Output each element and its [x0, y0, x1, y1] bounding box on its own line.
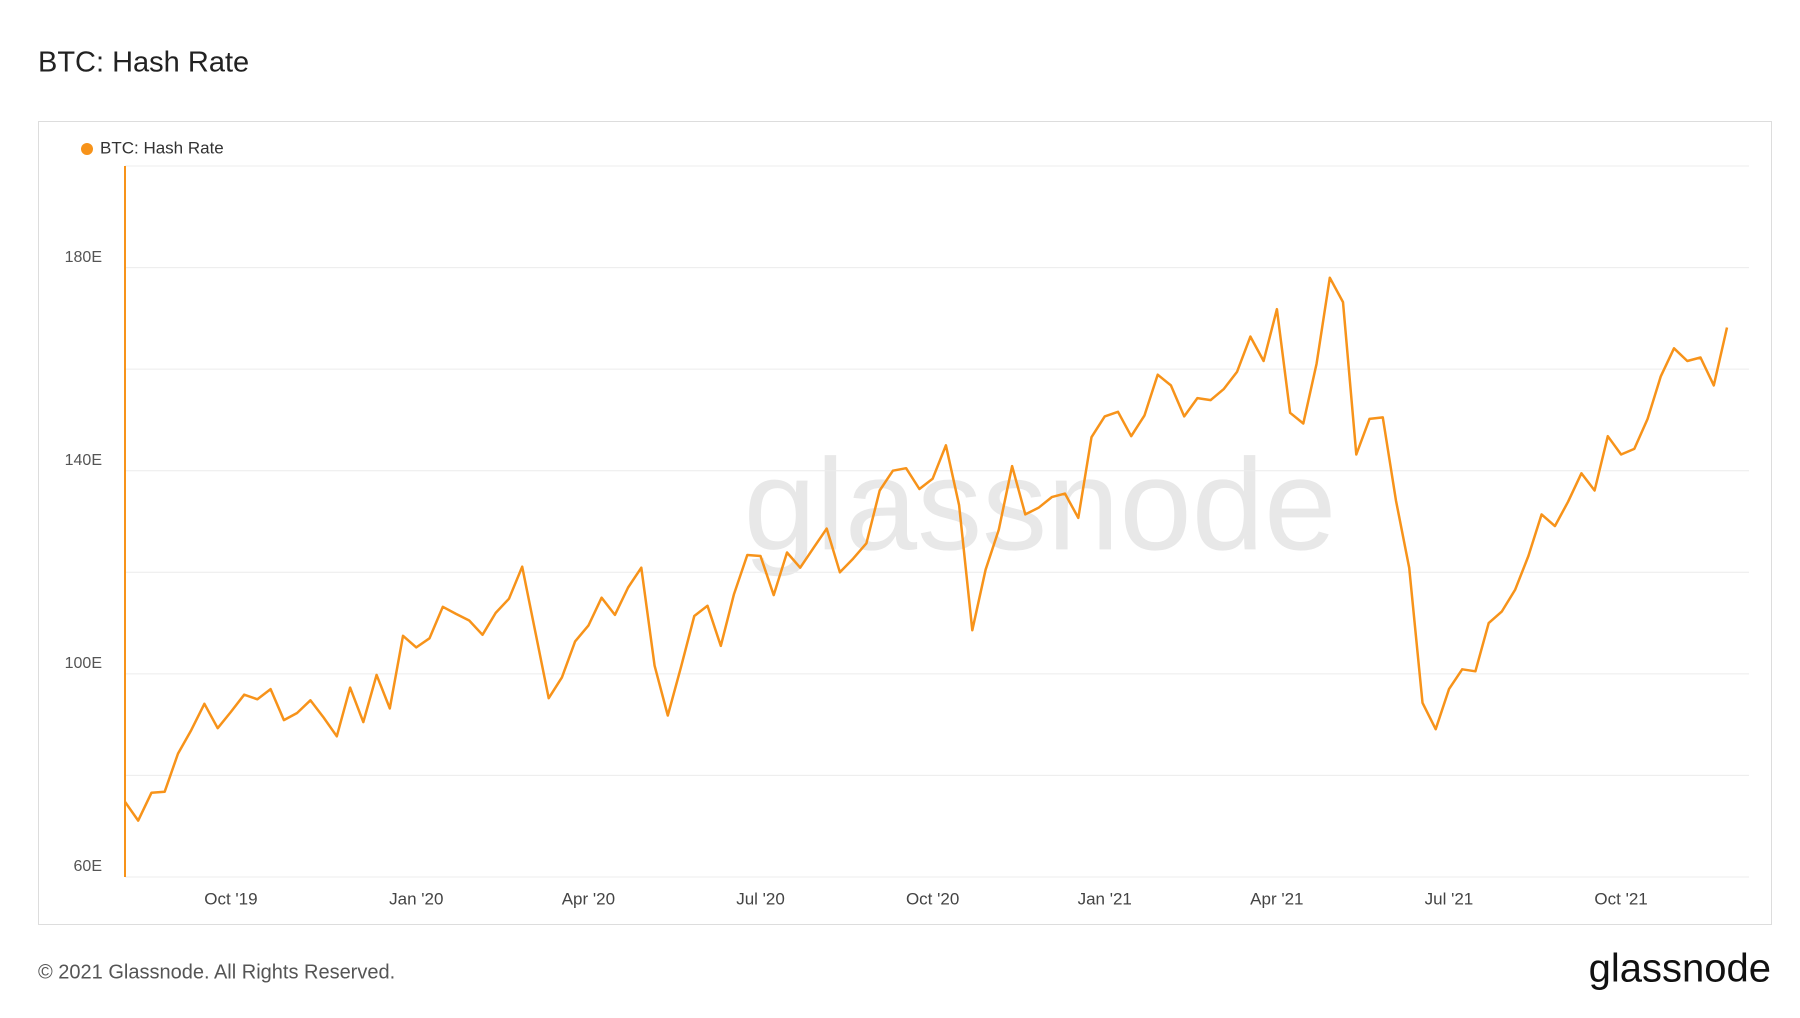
x-tick-label: Oct '21: [1594, 889, 1647, 908]
x-tick-label: Apr '21: [1250, 889, 1303, 908]
x-tick-label: Jul '21: [1425, 889, 1474, 908]
legend-marker: [81, 143, 93, 155]
x-tick-label: Oct '19: [204, 889, 257, 908]
copyright: © 2021 Glassnode. All Rights Reserved.: [38, 961, 395, 983]
y-tick-label: 140E: [65, 452, 102, 469]
legend-label: BTC: Hash Rate: [100, 138, 224, 157]
x-tick-label: Oct '20: [906, 889, 959, 908]
x-tick-label: Jul '20: [736, 889, 785, 908]
page-title: BTC: Hash Rate: [38, 47, 249, 79]
x-tick-label: Jan '20: [389, 889, 443, 908]
logo: glassnode: [1589, 947, 1771, 991]
series-line: [123, 276, 1729, 822]
x-tick-label: Jan '21: [1078, 889, 1132, 908]
chart-frame: [38, 121, 1772, 925]
y-tick-label: 100E: [65, 655, 102, 672]
y-tick-label: 180E: [65, 249, 102, 266]
watermark: glassnode: [744, 431, 1337, 577]
x-tick-label: Apr '20: [562, 889, 615, 908]
y-tick-label: 60E: [74, 858, 102, 875]
